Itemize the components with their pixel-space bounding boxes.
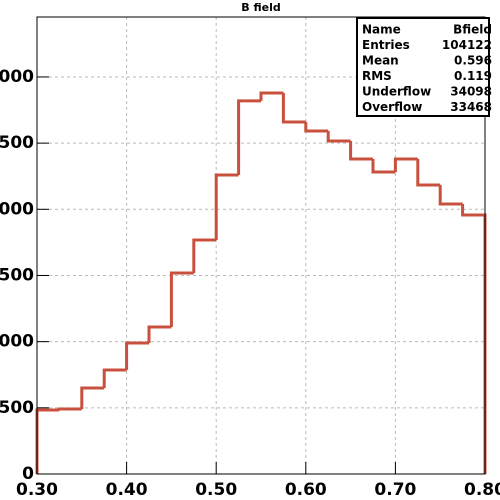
y-tick-label: 3000	[0, 67, 34, 87]
stats-label: RMS	[362, 69, 392, 83]
x-tick-label: 0.40	[106, 480, 148, 500]
histogram-bin	[169, 271, 194, 327]
stats-label: Overflow	[362, 100, 422, 114]
stats-value: 33468	[450, 100, 492, 114]
histogram-bin	[57, 407, 82, 411]
y-tick-label: 1500	[0, 265, 34, 285]
stats-value: 104122	[442, 38, 492, 52]
histogram-bin	[304, 121, 329, 133]
y-tick-label: 1000	[0, 332, 34, 352]
y-tick-label: 2500	[0, 133, 34, 153]
histogram-bin	[393, 157, 418, 172]
x-tick-label: 0.80	[464, 480, 500, 500]
x-tick-label: 0.50	[195, 480, 237, 500]
plot-frame	[36, 16, 486, 475]
stats-label: Entries	[362, 38, 410, 52]
histogram-bin	[259, 91, 284, 101]
histogram-bin	[237, 99, 261, 176]
histogram-bin	[438, 184, 463, 206]
stats-label: Mean	[362, 54, 399, 68]
y-tick-label: 500	[0, 398, 34, 418]
histogram-bin	[147, 325, 172, 343]
histogram-bin	[80, 386, 105, 410]
histogram-bin	[125, 341, 149, 370]
y-tick-label: 0	[22, 464, 34, 484]
histogram-bin	[416, 159, 441, 187]
x-tick-label: 0.30	[16, 480, 58, 500]
stats-value: 34098	[450, 85, 492, 99]
chart-title: B field	[241, 1, 280, 14]
stats-value: 0.119	[454, 69, 492, 83]
stats-value: 0.596	[454, 54, 492, 68]
x-tick-label: 0.70	[374, 480, 416, 500]
stats-box	[356, 17, 490, 117]
histogram-bin	[192, 238, 217, 273]
y-tick-label: 2000	[0, 199, 34, 219]
histogram-bin	[349, 141, 373, 161]
histogram-bin	[326, 130, 351, 143]
stats-label: Name	[362, 23, 401, 37]
histogram-bin	[371, 159, 396, 174]
stats-label: Underflow	[362, 85, 431, 99]
histogram-bin	[102, 368, 127, 388]
x-tick-label: 0.60	[285, 480, 327, 500]
stats-value: Bfield	[453, 23, 492, 37]
histogram-bin	[214, 173, 239, 241]
histogram-bin	[281, 92, 306, 124]
